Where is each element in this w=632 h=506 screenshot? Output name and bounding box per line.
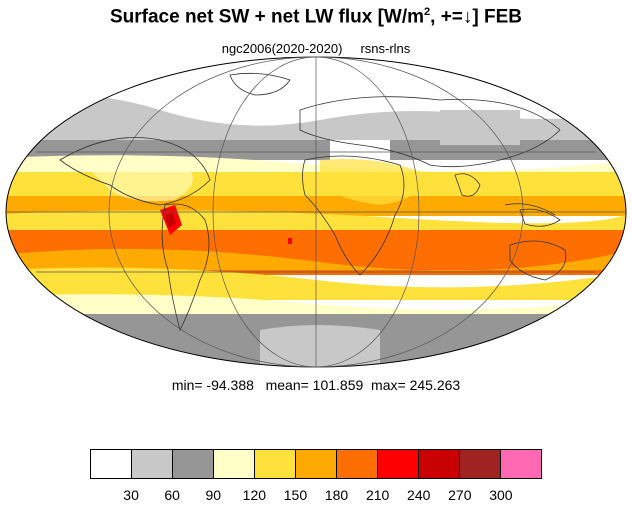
colorbar-box-3 bbox=[214, 450, 255, 478]
subtitle-variable: rsns-rlns bbox=[360, 41, 411, 56]
south-america-coast bbox=[161, 203, 210, 332]
colorbar-label-4: 150 bbox=[283, 487, 308, 503]
peru-hotspot-core bbox=[165, 212, 176, 228]
colorbar-box-10 bbox=[501, 450, 541, 478]
colorbar-box-2 bbox=[173, 450, 214, 478]
colorbar-label-9: 300 bbox=[489, 487, 513, 503]
colorbar-label-5: 180 bbox=[324, 487, 349, 503]
north-america-coast bbox=[59, 137, 211, 206]
colorbar-box-6 bbox=[337, 450, 378, 478]
title-superscript: 2 bbox=[424, 6, 431, 18]
stats-line: min= -94.388 mean= 101.859 max= 245.263 bbox=[171, 377, 461, 393]
colorbar-box-7 bbox=[378, 450, 419, 478]
title-tail: , +=↓] FEB bbox=[430, 6, 523, 28]
colorbar-label-3: 120 bbox=[242, 487, 267, 503]
colorbar-label-6: 210 bbox=[365, 487, 390, 503]
eurasia-coast bbox=[299, 96, 561, 168]
map-subtitle: ngc2006(2020-2020) rsns-rlns bbox=[0, 41, 632, 56]
colorbar-box-0 bbox=[91, 450, 132, 478]
colorbar-label-0: 30 bbox=[123, 487, 139, 503]
colorbar-box-8 bbox=[419, 450, 460, 478]
subtitle-case: ngc2006(2020-2020) bbox=[221, 41, 343, 56]
colorbar-box-4 bbox=[255, 450, 296, 478]
asia-gray-land bbox=[440, 110, 520, 145]
map-title: Surface net SW + net LW flux [W/m2, +=↓]… bbox=[0, 6, 632, 28]
southern-midlat-orange bbox=[6, 248, 626, 271]
colorbar-label-7: 240 bbox=[407, 487, 431, 503]
indonesia-coast bbox=[504, 203, 556, 216]
colorbar-labels: 30 60 90 120 150 180 210 240 270 300 bbox=[0, 487, 632, 505]
australia-coast bbox=[509, 240, 567, 281]
north-america-pale bbox=[90, 160, 193, 202]
title-main: Surface net SW + net LW flux [W/m bbox=[109, 6, 425, 28]
colorbar-box-1 bbox=[132, 450, 173, 478]
atlantic-hotspot bbox=[288, 238, 292, 244]
colorbar-label-2: 90 bbox=[205, 487, 222, 503]
colorbar-label-1: 60 bbox=[164, 487, 180, 503]
sahara-yellow bbox=[320, 159, 430, 205]
colorbar-label-8: 270 bbox=[448, 487, 472, 503]
antarctic-light-gray bbox=[260, 325, 380, 367]
greenland-coast bbox=[229, 72, 291, 96]
colorbar-box-9 bbox=[460, 450, 501, 478]
world-map bbox=[5, 56, 627, 368]
colorbar-box-5 bbox=[296, 450, 337, 478]
new-guinea-coast bbox=[519, 208, 561, 227]
india-coast bbox=[454, 173, 481, 197]
colorbar bbox=[90, 449, 542, 479]
graticule bbox=[5, 56, 627, 368]
